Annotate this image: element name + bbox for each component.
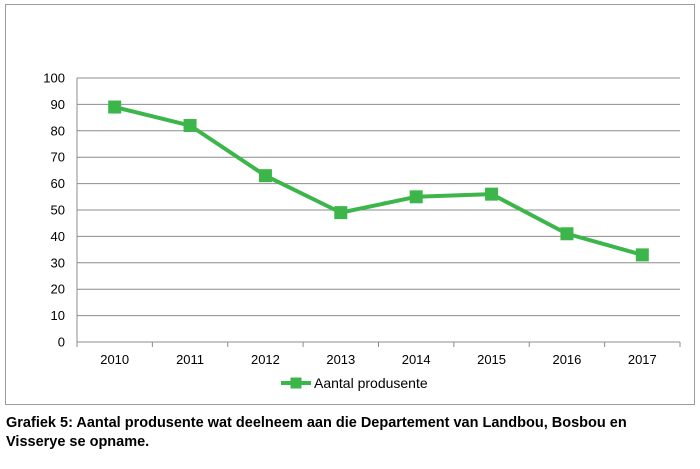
caption-line-2: Visserye se opname. bbox=[6, 434, 150, 450]
data-point-marker bbox=[409, 190, 423, 204]
x-tick-label: 2013 bbox=[326, 352, 355, 367]
data-point-marker bbox=[258, 169, 272, 183]
figure-caption: Grafiek 5: Aantal produsente wat deelnee… bbox=[6, 414, 696, 452]
x-tick-label: 2015 bbox=[477, 352, 506, 367]
y-tick-label: 20 bbox=[51, 282, 65, 297]
y-tick-label: 50 bbox=[51, 203, 65, 218]
y-tick-label: 60 bbox=[51, 176, 65, 191]
chart-frame bbox=[5, 4, 695, 405]
y-tick-label: 40 bbox=[51, 229, 65, 244]
data-point-marker bbox=[334, 206, 348, 220]
y-tick-label: 100 bbox=[43, 71, 65, 86]
data-point-marker bbox=[635, 248, 649, 262]
legend-label: Aantal produsente bbox=[314, 375, 428, 391]
caption-line-1: Grafiek 5: Aantal produsente wat deelnee… bbox=[6, 415, 627, 431]
y-tick-label: 90 bbox=[51, 97, 65, 112]
y-tick-label: 80 bbox=[51, 123, 65, 138]
data-point-marker bbox=[485, 187, 499, 201]
data-point-marker bbox=[183, 119, 197, 133]
data-point-marker bbox=[108, 100, 122, 114]
y-tick-label: 0 bbox=[58, 335, 65, 350]
x-tick-label: 2016 bbox=[552, 352, 581, 367]
data-point-marker bbox=[560, 227, 574, 241]
y-tick-label: 10 bbox=[51, 308, 65, 323]
legend-marker bbox=[290, 377, 302, 389]
x-tick-label: 2017 bbox=[628, 352, 657, 367]
x-tick-label: 2012 bbox=[251, 352, 280, 367]
y-tick-label: 30 bbox=[51, 255, 65, 270]
series-line bbox=[114, 105, 643, 257]
line-chart: 0 10 20 30 40 50 60 70 80 90 100 2010 2011 2012 2013 20… bbox=[43, 71, 681, 391]
y-tick-label: 70 bbox=[51, 150, 65, 165]
x-tick-label: 2011 bbox=[176, 352, 204, 367]
x-tick-label: 2010 bbox=[100, 352, 129, 367]
x-tick-label: 2014 bbox=[402, 352, 431, 367]
